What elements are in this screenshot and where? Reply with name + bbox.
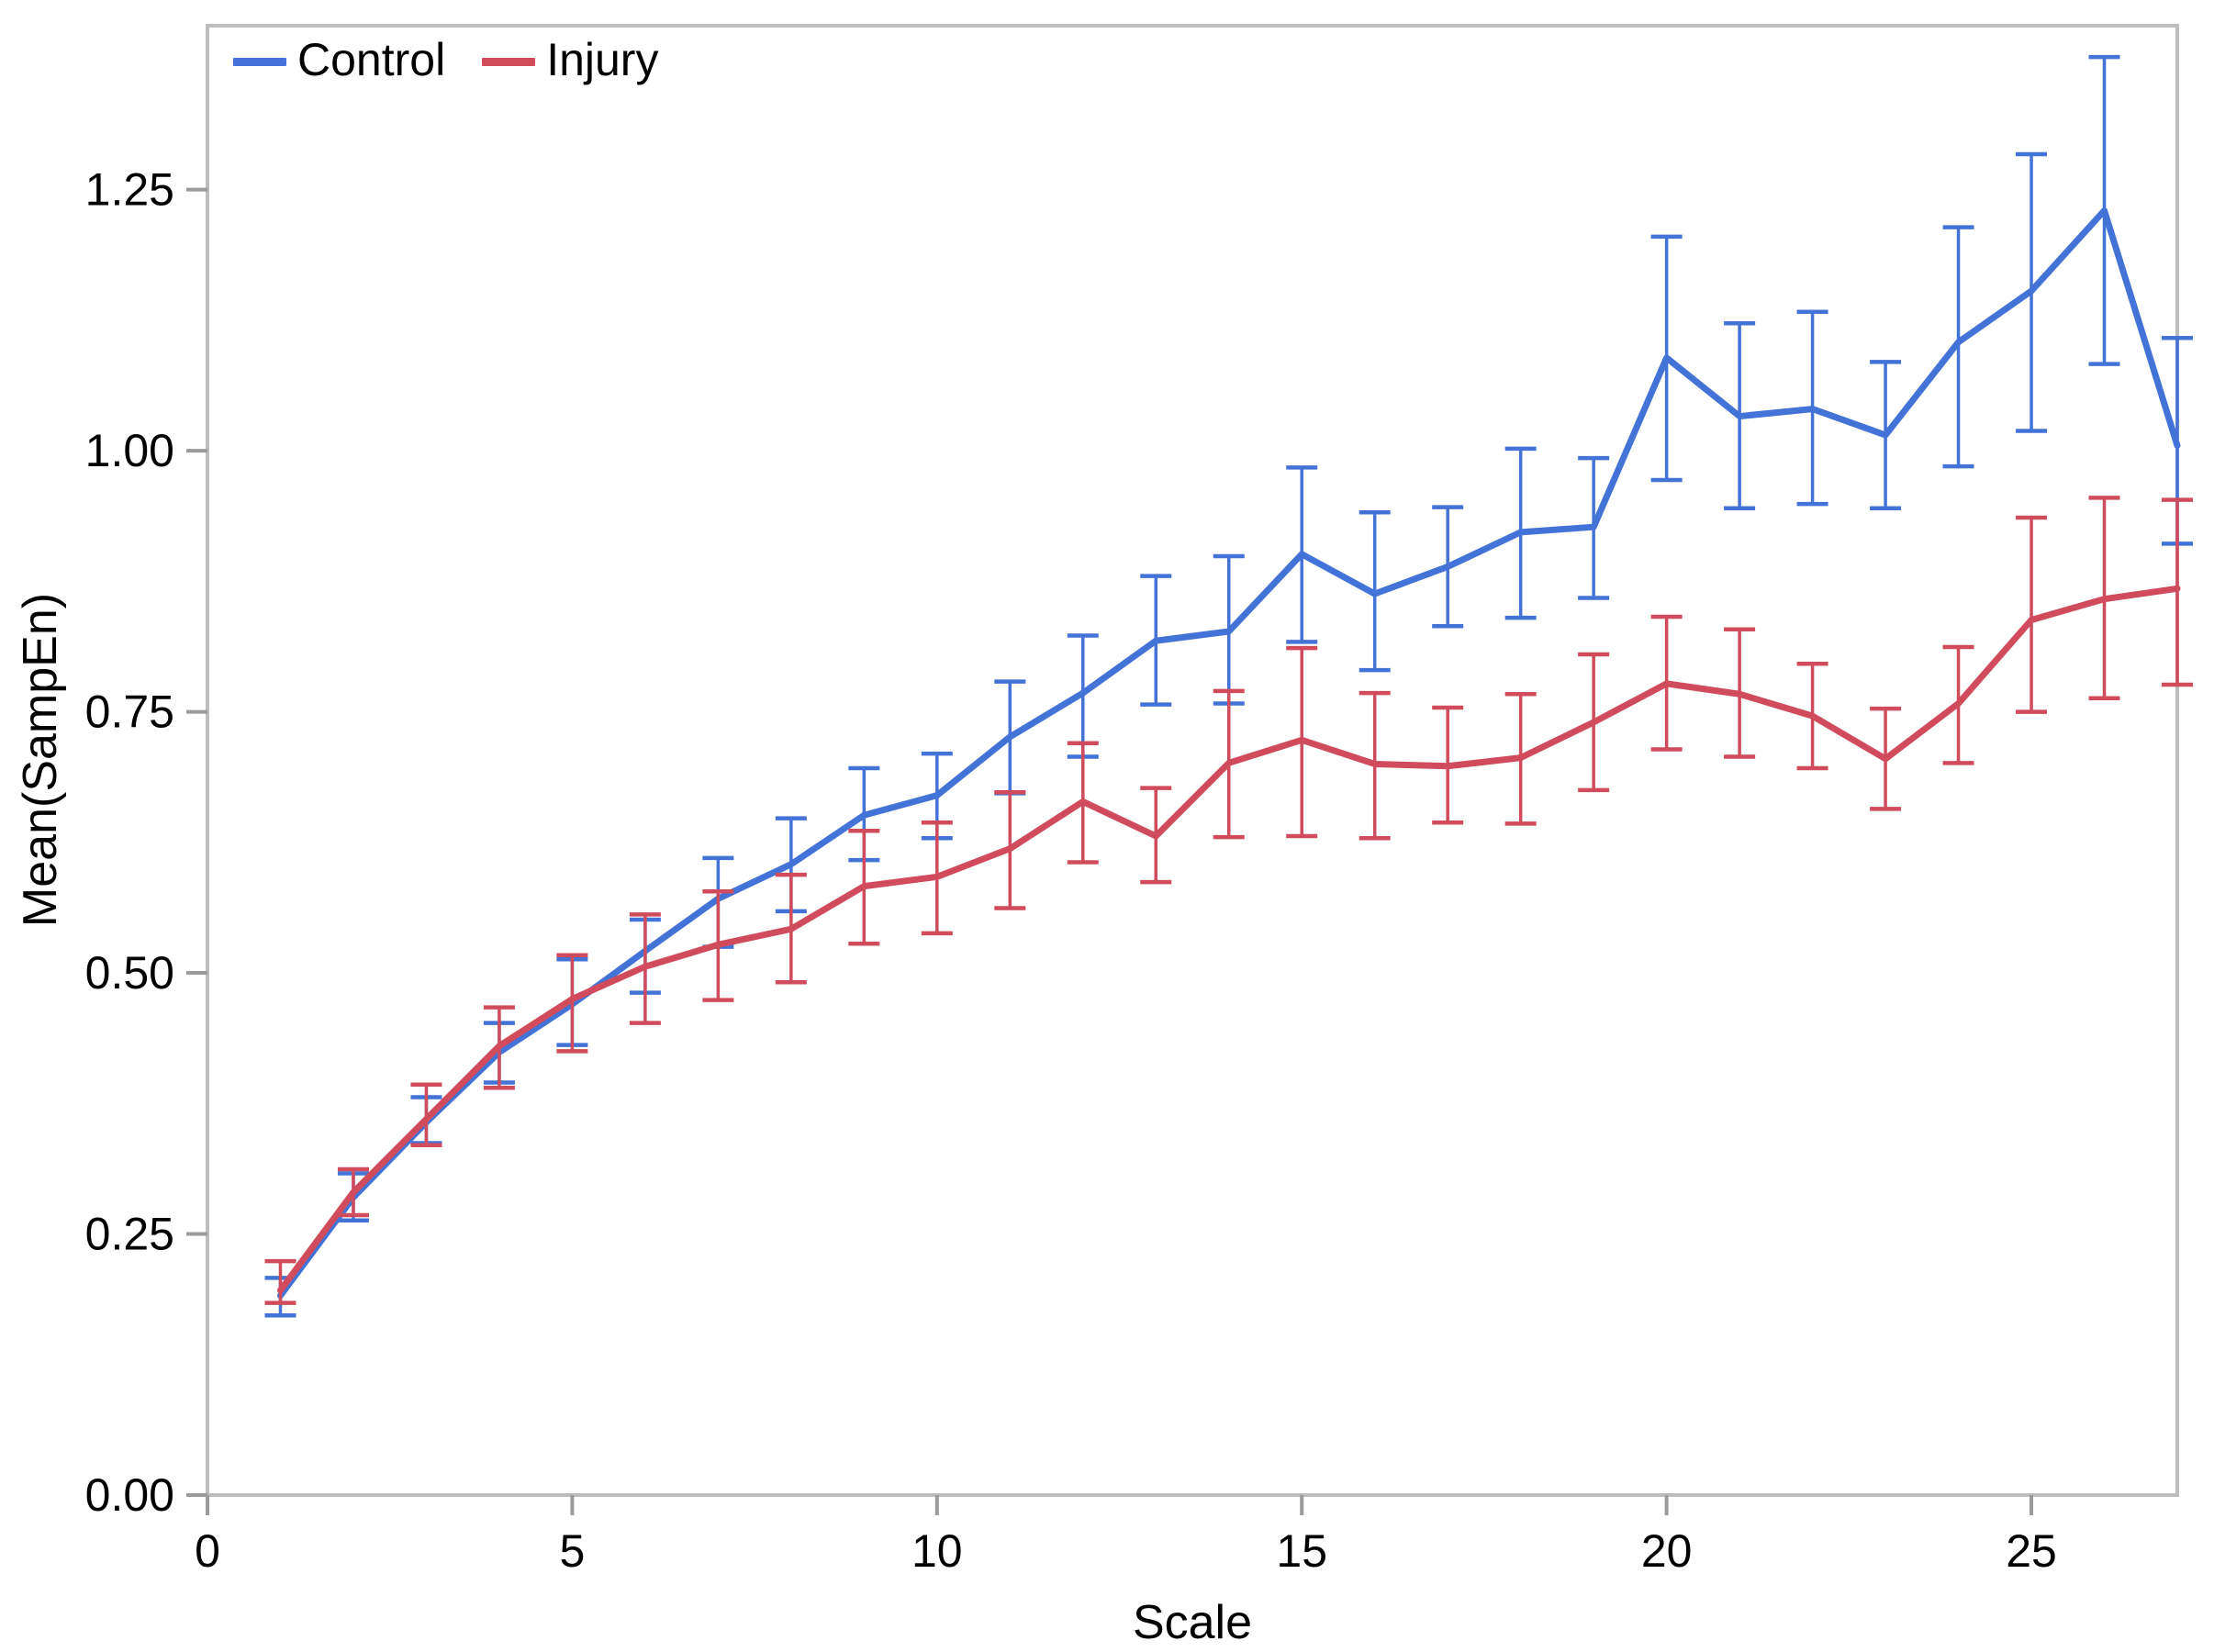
legend: Control Injury xyxy=(233,37,658,86)
injury-series xyxy=(264,496,2193,1305)
y-tick-label: 0.00 xyxy=(85,1469,174,1521)
x-axis-title: Scale xyxy=(1132,1596,1253,1649)
x-tick-label: 20 xyxy=(1641,1525,1693,1577)
y-tick-label: 1.25 xyxy=(85,164,174,216)
legend-item-control: Control xyxy=(233,37,445,86)
legend-label-injury: Injury xyxy=(546,34,659,85)
y-tick-label: 0.75 xyxy=(85,686,174,738)
injury-error-bar xyxy=(2016,515,2048,714)
y-tick-label: 1.00 xyxy=(85,425,174,476)
x-tick-label: 10 xyxy=(911,1525,963,1577)
x-tick-label: 0 xyxy=(195,1525,220,1577)
y-axis-title: Mean(SampEn) xyxy=(14,592,67,928)
control-series xyxy=(264,54,2193,1318)
plot-frame xyxy=(206,24,2179,1497)
injury-line-swatch xyxy=(482,57,536,66)
x-tick-label: 25 xyxy=(2006,1525,2057,1577)
y-tick-label: 0.50 xyxy=(85,947,174,999)
x-tick-label: 15 xyxy=(1276,1525,1327,1577)
injury-error-bar xyxy=(264,1258,296,1305)
injury-line xyxy=(276,585,2181,1294)
x-tick-label: 5 xyxy=(560,1525,586,1577)
y-tick-label: 0.25 xyxy=(85,1209,174,1260)
injury-error-bar xyxy=(2162,497,2193,687)
injury-error-bar xyxy=(556,953,588,1054)
legend-item-injury: Injury xyxy=(482,37,658,86)
legend-label-control: Control xyxy=(297,34,446,85)
control-line-swatch xyxy=(233,57,286,66)
